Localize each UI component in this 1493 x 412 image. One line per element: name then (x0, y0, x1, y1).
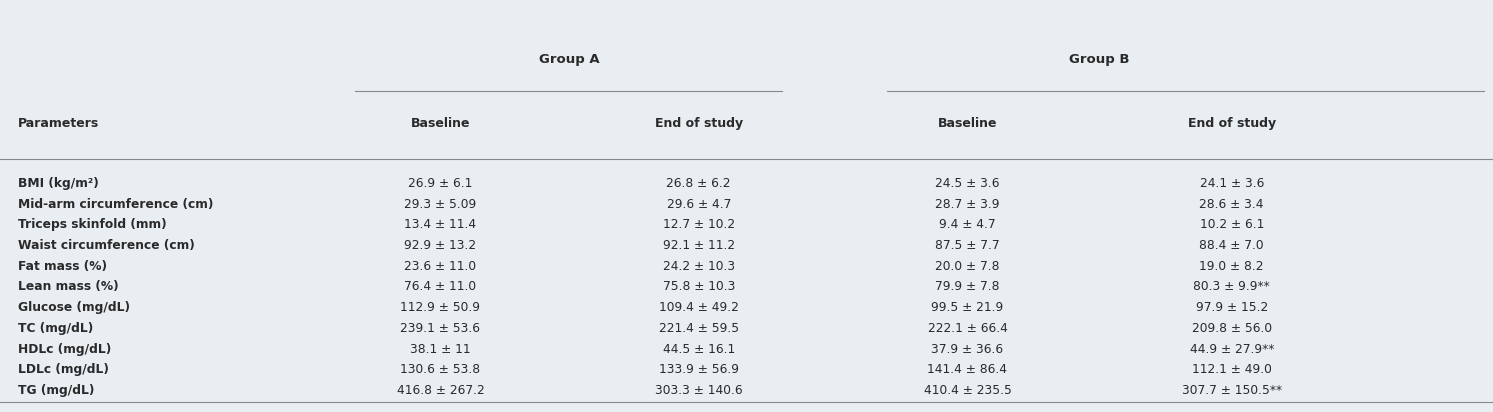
Text: 92.1 ± 11.2: 92.1 ± 11.2 (663, 239, 735, 252)
Text: 133.9 ± 56.9: 133.9 ± 56.9 (658, 363, 739, 376)
Text: 28.6 ± 3.4: 28.6 ± 3.4 (1199, 198, 1265, 211)
Text: 141.4 ± 86.4: 141.4 ± 86.4 (927, 363, 1008, 376)
Text: 92.9 ± 13.2: 92.9 ± 13.2 (405, 239, 476, 252)
Text: 29.3 ± 5.09: 29.3 ± 5.09 (405, 198, 476, 211)
Text: 26.8 ± 6.2: 26.8 ± 6.2 (666, 177, 732, 190)
Text: 19.0 ± 8.2: 19.0 ± 8.2 (1199, 260, 1265, 273)
Text: Lean mass (%): Lean mass (%) (18, 281, 118, 293)
Text: TG (mg/dL): TG (mg/dL) (18, 384, 94, 397)
Text: 24.1 ± 3.6: 24.1 ± 3.6 (1199, 177, 1265, 190)
Text: End of study: End of study (1187, 117, 1277, 130)
Text: 38.1 ± 11: 38.1 ± 11 (411, 343, 470, 356)
Text: Group A: Group A (539, 53, 599, 66)
Text: 76.4 ± 11.0: 76.4 ± 11.0 (405, 281, 476, 293)
Text: TC (mg/dL): TC (mg/dL) (18, 322, 93, 335)
Text: 23.6 ± 11.0: 23.6 ± 11.0 (405, 260, 476, 273)
Text: 26.9 ± 6.1: 26.9 ± 6.1 (408, 177, 473, 190)
Text: 239.1 ± 53.6: 239.1 ± 53.6 (400, 322, 481, 335)
Text: 112.1 ± 49.0: 112.1 ± 49.0 (1191, 363, 1272, 376)
Text: 75.8 ± 10.3: 75.8 ± 10.3 (663, 281, 735, 293)
Text: 24.2 ± 10.3: 24.2 ± 10.3 (663, 260, 735, 273)
Text: 303.3 ± 140.6: 303.3 ± 140.6 (655, 384, 742, 397)
Text: LDLc (mg/dL): LDLc (mg/dL) (18, 363, 109, 376)
Text: 28.7 ± 3.9: 28.7 ± 3.9 (935, 198, 1000, 211)
Text: 80.3 ± 9.9**: 80.3 ± 9.9** (1193, 281, 1271, 293)
Text: 9.4 ± 4.7: 9.4 ± 4.7 (939, 218, 996, 231)
Text: Mid-arm circumference (cm): Mid-arm circumference (cm) (18, 198, 213, 211)
Text: BMI (kg/m²): BMI (kg/m²) (18, 177, 99, 190)
Text: 37.9 ± 36.6: 37.9 ± 36.6 (932, 343, 1003, 356)
Text: 13.4 ± 11.4: 13.4 ± 11.4 (405, 218, 476, 231)
Text: 44.5 ± 16.1: 44.5 ± 16.1 (663, 343, 735, 356)
Text: 130.6 ± 53.8: 130.6 ± 53.8 (400, 363, 481, 376)
Text: 97.9 ± 15.2: 97.9 ± 15.2 (1196, 301, 1268, 314)
Text: 10.2 ± 6.1: 10.2 ± 6.1 (1199, 218, 1265, 231)
Text: Triceps skinfold (mm): Triceps skinfold (mm) (18, 218, 167, 231)
Text: 416.8 ± 267.2: 416.8 ± 267.2 (397, 384, 484, 397)
Text: 410.4 ± 235.5: 410.4 ± 235.5 (924, 384, 1011, 397)
Text: 12.7 ± 10.2: 12.7 ± 10.2 (663, 218, 735, 231)
Text: Waist circumference (cm): Waist circumference (cm) (18, 239, 194, 252)
Text: 79.9 ± 7.8: 79.9 ± 7.8 (935, 281, 1000, 293)
Text: 20.0 ± 7.8: 20.0 ± 7.8 (935, 260, 1000, 273)
Text: 307.7 ± 150.5**: 307.7 ± 150.5** (1181, 384, 1282, 397)
Text: 24.5 ± 3.6: 24.5 ± 3.6 (935, 177, 1000, 190)
Text: Parameters: Parameters (18, 117, 99, 130)
Text: Baseline: Baseline (938, 117, 997, 130)
Text: 209.8 ± 56.0: 209.8 ± 56.0 (1191, 322, 1272, 335)
Text: 222.1 ± 66.4: 222.1 ± 66.4 (927, 322, 1008, 335)
Text: Fat mass (%): Fat mass (%) (18, 260, 107, 273)
Text: HDLc (mg/dL): HDLc (mg/dL) (18, 343, 110, 356)
Text: Baseline: Baseline (411, 117, 470, 130)
Text: 29.6 ± 4.7: 29.6 ± 4.7 (666, 198, 732, 211)
Text: Group B: Group B (1069, 53, 1129, 66)
Text: End of study: End of study (654, 117, 744, 130)
Text: 99.5 ± 21.9: 99.5 ± 21.9 (932, 301, 1003, 314)
Text: 112.9 ± 50.9: 112.9 ± 50.9 (400, 301, 481, 314)
Text: Glucose (mg/dL): Glucose (mg/dL) (18, 301, 130, 314)
Text: 87.5 ± 7.7: 87.5 ± 7.7 (935, 239, 1000, 252)
Text: 109.4 ± 49.2: 109.4 ± 49.2 (658, 301, 739, 314)
Text: 88.4 ± 7.0: 88.4 ± 7.0 (1199, 239, 1265, 252)
Text: 44.9 ± 27.9**: 44.9 ± 27.9** (1190, 343, 1274, 356)
Text: 221.4 ± 59.5: 221.4 ± 59.5 (658, 322, 739, 335)
